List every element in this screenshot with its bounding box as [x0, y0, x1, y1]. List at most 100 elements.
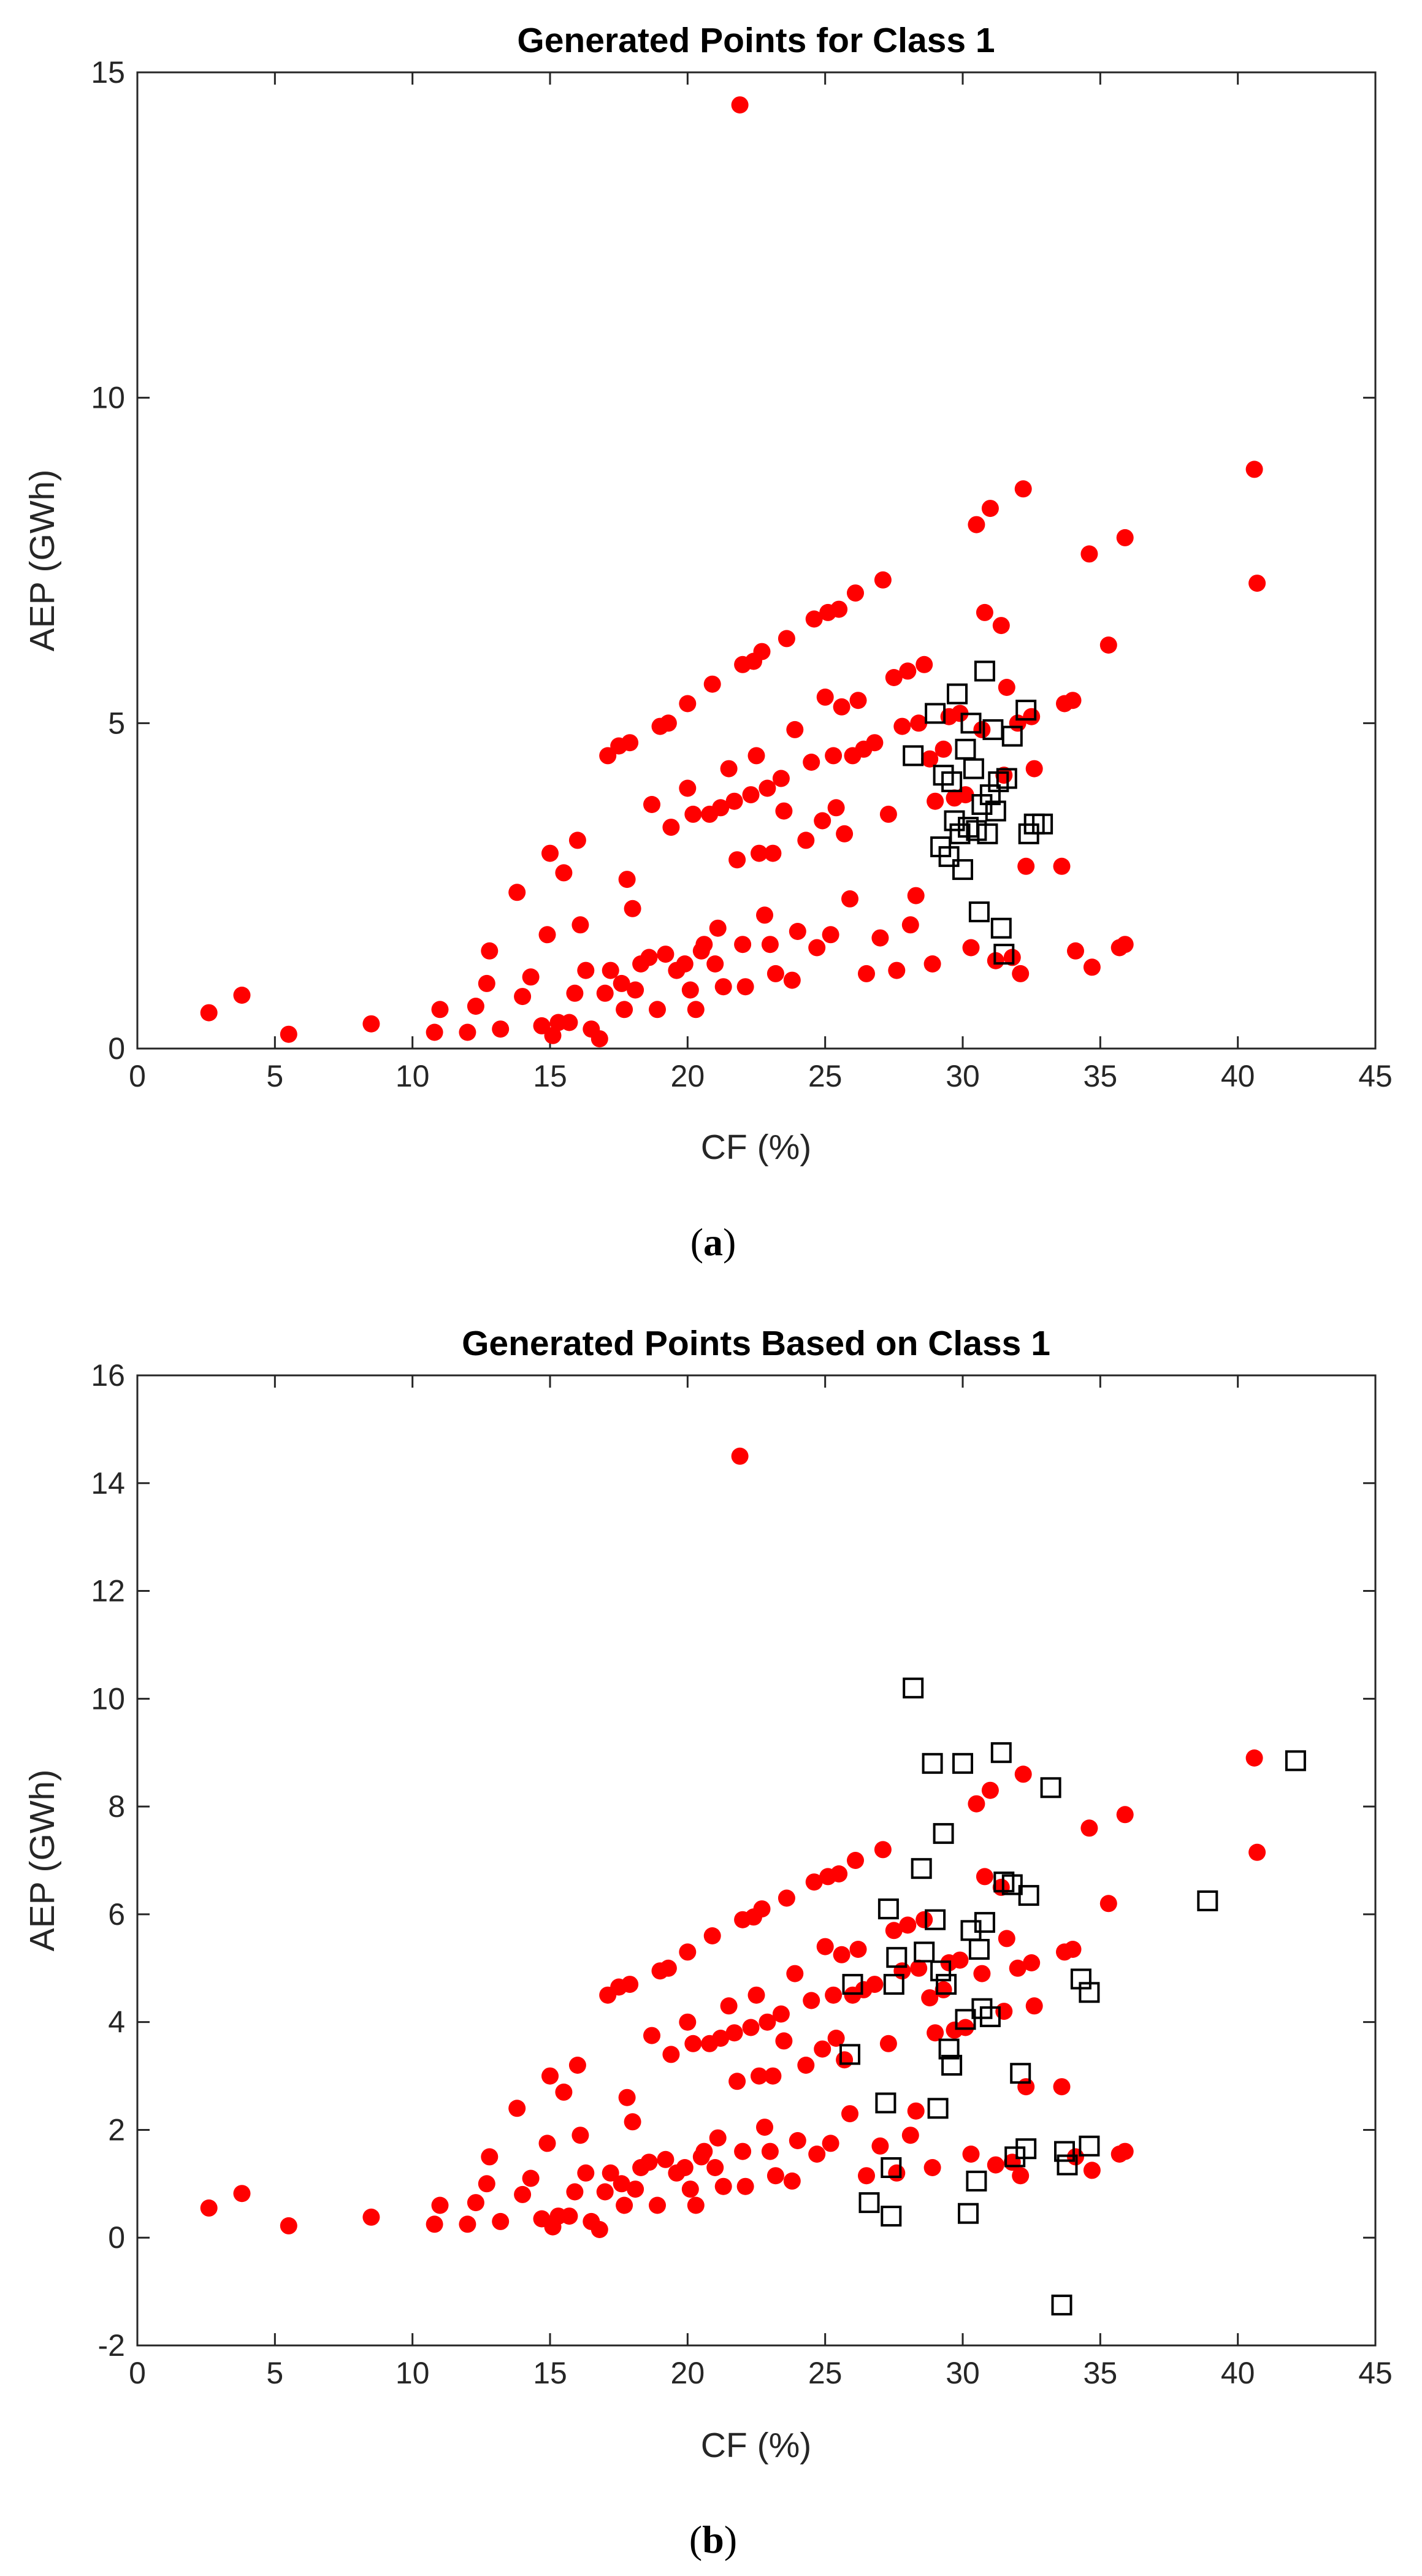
data-point-generated: [944, 810, 965, 831]
data-point-original: [923, 2159, 941, 2176]
data-point-generated: [903, 745, 924, 766]
data-point-original: [992, 617, 1010, 635]
data-point-original: [871, 2137, 889, 2155]
data-point-generated: [1015, 2138, 1037, 2160]
data-point-original: [1012, 965, 1030, 982]
data-point-original: [923, 955, 941, 973]
data-point-original: [478, 2175, 495, 2193]
data-point-generated: [875, 2092, 896, 2114]
data-point-original: [916, 1911, 933, 1928]
data-point-original: [431, 1001, 449, 1019]
data-point-original: [987, 2156, 1004, 2174]
data-point-original: [1116, 1806, 1134, 1824]
data-point-original: [995, 2003, 1013, 2020]
data-point-original: [885, 1922, 903, 1940]
data-point-original: [571, 2127, 589, 2144]
data-point-original: [681, 2180, 699, 2198]
data-point-original: [591, 2221, 608, 2238]
data-point-original: [649, 1001, 666, 1019]
data-point-original: [998, 679, 1015, 696]
data-point-original: [659, 1959, 677, 1977]
data-point-generated: [941, 2055, 963, 2076]
data-point-generated: [1054, 2141, 1075, 2162]
data-point-original: [508, 884, 526, 901]
data-point-original: [759, 779, 776, 797]
panel-caption-letter: b: [702, 2518, 724, 2561]
data-point-original: [866, 734, 884, 752]
data-point-original: [679, 779, 697, 797]
data-point-original: [874, 1841, 892, 1859]
data-point-original: [695, 2142, 713, 2160]
data-point-generated: [968, 1939, 990, 1960]
data-point-original: [772, 770, 790, 787]
data-point-original: [616, 2196, 633, 2214]
x-tick-label: 45: [1358, 1059, 1393, 1093]
data-point-original: [1080, 1819, 1098, 1837]
data-point-original: [803, 1992, 820, 2009]
data-point-original: [577, 961, 595, 979]
data-point-generated: [966, 820, 987, 841]
data-point-original: [1025, 760, 1043, 778]
data-point-original: [687, 2196, 705, 2214]
data-point-original: [541, 2067, 559, 2085]
data-point-original: [833, 698, 851, 716]
x-tick-label: 20: [671, 2356, 705, 2390]
data-point-original: [280, 2217, 297, 2234]
data-point-original: [555, 864, 573, 882]
data-point-original: [841, 890, 858, 908]
series-original: [200, 1447, 1266, 2238]
data-point-generated: [1051, 2295, 1072, 2316]
data-point-generated: [938, 846, 960, 867]
x-tick-label: 40: [1221, 1059, 1255, 1093]
data-point-original: [921, 750, 939, 768]
x-tick-label: 20: [671, 1059, 705, 1093]
data-point-original: [814, 812, 831, 830]
data-point-original: [621, 1976, 639, 1993]
data-point-original: [766, 965, 784, 982]
data-point-generated: [990, 1742, 1012, 1764]
x-tick-label: 5: [266, 1059, 283, 1093]
data-point-original: [618, 871, 636, 889]
data-point-original: [761, 936, 779, 954]
data-point-generated: [1040, 1777, 1061, 1798]
x-tick-label: 0: [129, 1059, 146, 1093]
data-point-original: [899, 1916, 917, 1934]
data-point-original: [753, 643, 771, 660]
x-tick-label: 0: [129, 2356, 146, 2390]
data-point-original: [901, 916, 919, 934]
data-point-generated: [993, 944, 1015, 965]
data-point-original: [847, 1852, 864, 1869]
y-tick-label: 12: [91, 1574, 125, 1608]
data-point-original: [1116, 529, 1134, 546]
data-point-original: [871, 929, 889, 947]
data-point-generated: [881, 2206, 902, 2227]
data-point-generated: [990, 917, 1012, 939]
data-point-original: [602, 961, 619, 979]
data-point-original: [728, 851, 746, 869]
data-point-original: [858, 2167, 875, 2185]
data-point-original: [753, 1900, 771, 1918]
data-point-original: [962, 939, 980, 957]
data-point-original: [1053, 857, 1071, 875]
data-point-original: [1017, 2078, 1035, 2096]
data-point-original: [734, 936, 752, 954]
data-point-original: [847, 584, 864, 602]
data-point-original: [657, 2150, 675, 2168]
y-tick-label: 10: [91, 381, 125, 415]
data-point-generated: [938, 2038, 960, 2060]
data-point-original: [874, 571, 892, 589]
data-point-original: [599, 747, 617, 765]
data-point-original: [720, 760, 738, 778]
data-point-generated: [925, 703, 946, 724]
data-point-original: [973, 1965, 991, 1982]
data-point-original: [568, 831, 586, 849]
y-tick-label: 0: [108, 1031, 125, 1066]
data-point-generated: [1032, 813, 1053, 835]
data-point-original: [1245, 461, 1263, 478]
data-point-generated: [936, 1974, 957, 1995]
x-tick-label: 10: [396, 1059, 430, 1093]
data-point-original: [687, 1001, 705, 1019]
x-axis-label: CF (%): [701, 2426, 811, 2465]
data-point-original: [596, 984, 614, 1002]
data-point-original: [849, 1941, 867, 1958]
